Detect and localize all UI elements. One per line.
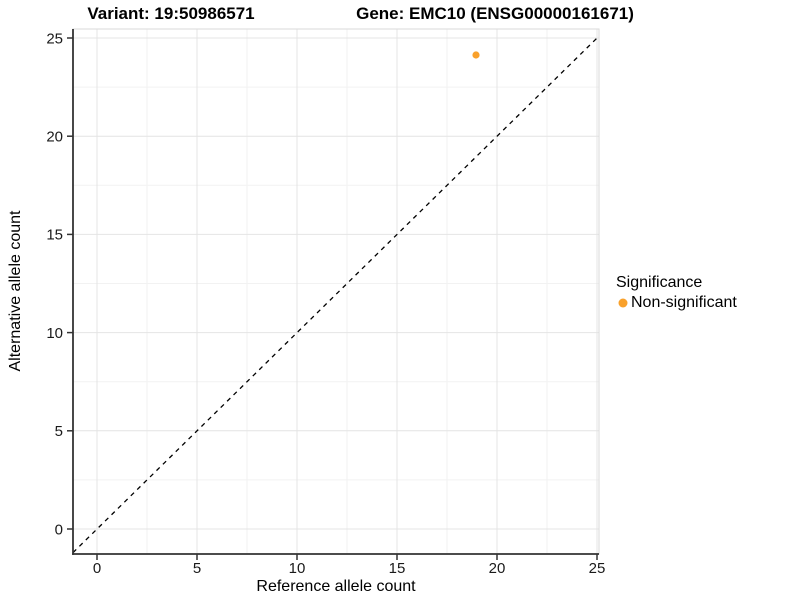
x-tick-label: 5: [193, 560, 201, 577]
plot-title-gene: Gene: EMC10 (ENSG00000161671): [356, 4, 634, 23]
legend-item-label: Non-significant: [631, 294, 737, 311]
plot-panel: [73, 29, 599, 554]
y-tick-label: 10: [46, 325, 63, 342]
axis-ticks: [67, 37, 598, 560]
x-tick-label: 15: [389, 560, 406, 577]
x-tick-label: 25: [589, 560, 606, 577]
x-tick-label: 20: [489, 560, 506, 577]
y-tick-label: 15: [46, 227, 63, 244]
plot-title-variant: Variant: 19:50986571: [87, 4, 255, 23]
legend-item-non-significant: Non-significant: [616, 294, 737, 312]
major-gridlines: [73, 29, 599, 554]
identity-reference-line: [72, 35, 600, 554]
y-tick-label: 20: [46, 129, 63, 146]
y-tick-label: 5: [55, 423, 63, 440]
x-tick-label: 0: [93, 560, 101, 577]
legend-point-icon: [618, 298, 628, 308]
y-tick-label: 25: [46, 30, 63, 47]
legend: Significance Non-significant: [616, 274, 737, 312]
legend-title: Significance: [616, 274, 703, 291]
y-tick-label: 0: [55, 521, 63, 538]
x-tick-label: 10: [289, 560, 306, 577]
minor-gridlines: [73, 29, 599, 554]
y-axis-title: Alternative allele count: [7, 210, 24, 372]
data-point-non-significant: [472, 51, 480, 59]
axis-lines: [72, 29, 599, 555]
x-tick-labels: 0 5 10 15 20 25: [93, 560, 606, 577]
y-tick-labels: 0 5 10 15 20 25: [46, 30, 63, 538]
x-axis-title: Reference allele count: [256, 578, 416, 595]
